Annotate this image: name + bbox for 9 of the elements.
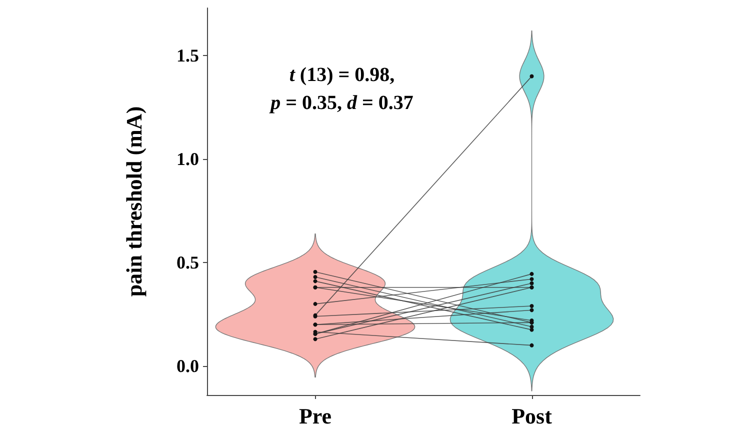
y-axis-title: pain threshold (mA) <box>122 106 146 297</box>
annotation: p = 0.35, d = 0.37 <box>268 92 414 114</box>
y-tick-label: 1.5 <box>176 46 199 66</box>
annotation: t (13) = 0.98, <box>289 64 395 86</box>
y-tick-label: 0.0 <box>176 356 199 376</box>
y-tick-label: 1.0 <box>176 149 199 170</box>
x-tick-label: Pre <box>298 404 332 428</box>
x-tick-label: Post <box>512 404 553 428</box>
y-tick-label: 0.5 <box>176 252 199 273</box>
